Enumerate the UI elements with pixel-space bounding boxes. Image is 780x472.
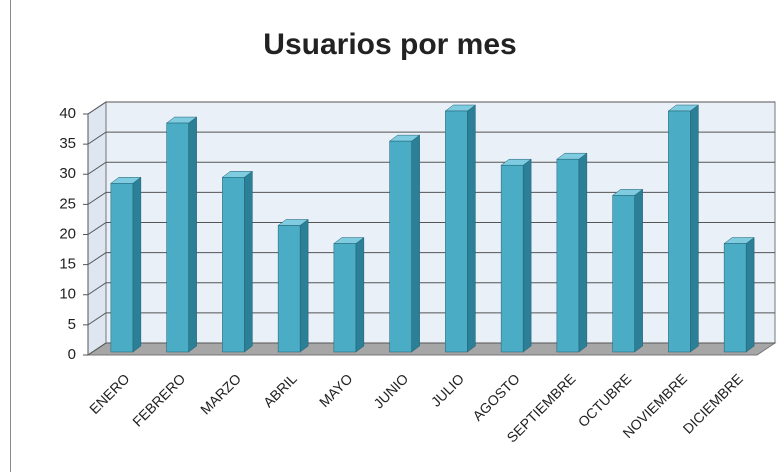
bar-side xyxy=(244,170,253,353)
bar-side xyxy=(634,188,643,353)
bar xyxy=(277,225,301,353)
chart-title: Usuarios por mes xyxy=(263,28,516,61)
bar-side xyxy=(299,218,309,353)
x-tick-label: AGOSTO xyxy=(469,370,523,424)
x-tick-label: FEBRERO xyxy=(129,370,188,429)
y-tick-label: 0 xyxy=(68,346,76,363)
grid-line xyxy=(87,191,775,205)
y-tick-label: 5 xyxy=(68,316,76,333)
grid-line xyxy=(87,252,775,266)
y-tick-label: 20 xyxy=(59,225,76,242)
grid-line xyxy=(87,282,775,296)
x-tick-label: ABRIL xyxy=(260,370,300,410)
bar-side xyxy=(132,176,142,353)
y-tick-label: 15 xyxy=(59,256,76,273)
grid-line xyxy=(87,161,775,175)
bar-side xyxy=(690,104,699,353)
y-tick-label: 10 xyxy=(59,286,76,303)
bar xyxy=(556,158,580,353)
bar xyxy=(222,177,245,353)
bar xyxy=(668,110,691,353)
bar-side xyxy=(355,237,365,353)
bar xyxy=(166,122,189,353)
bar xyxy=(110,183,134,353)
bar xyxy=(612,195,635,353)
x-tick-label: OCTUBRE xyxy=(575,370,635,430)
x-tick-label: MAYO xyxy=(316,370,356,410)
x-tick-label: JUNIO xyxy=(370,370,411,411)
grid-line xyxy=(87,312,775,326)
x-tick-label: JULIO xyxy=(428,370,467,409)
grid-line xyxy=(87,222,775,235)
x-tick-label: MARZO xyxy=(197,370,244,417)
y-tick-label: 40 xyxy=(59,105,76,122)
y-tick-label: 35 xyxy=(59,135,76,152)
y-tick-label: 30 xyxy=(59,165,76,182)
x-tick-label: ENERO xyxy=(86,370,133,417)
grid-line xyxy=(87,101,775,115)
bar-side xyxy=(411,134,420,353)
grid-line xyxy=(87,131,775,145)
bar-side xyxy=(467,104,476,353)
grid-line xyxy=(87,342,775,356)
bar-side xyxy=(578,152,588,353)
bar xyxy=(500,164,524,353)
y-tick-label: 25 xyxy=(59,195,76,212)
bar xyxy=(723,243,747,353)
bar-side xyxy=(188,116,197,353)
bar xyxy=(445,110,468,353)
bar xyxy=(389,140,412,353)
bar-side xyxy=(745,237,755,353)
x-tick-label: DICIEMBRE xyxy=(680,370,746,436)
bar xyxy=(333,243,357,353)
bar-side xyxy=(522,158,532,353)
